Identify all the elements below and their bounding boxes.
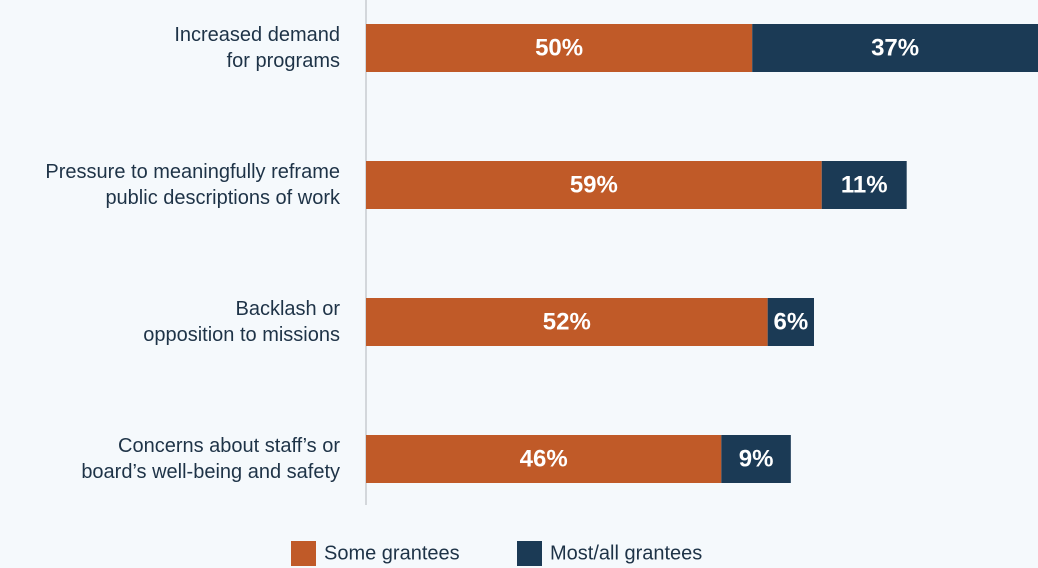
- value-label: 50%: [535, 34, 583, 61]
- bar-segment: [366, 435, 722, 483]
- bar-segment: [366, 161, 822, 209]
- legend-swatch: [291, 541, 316, 566]
- category-label: Concerns about staff’s or board’s well-b…: [81, 435, 340, 483]
- bar-segment: [366, 24, 753, 72]
- legend-swatch: [517, 541, 542, 566]
- category-label: Pressure to meaningfully reframe public …: [45, 161, 340, 209]
- bar-segment: [767, 298, 814, 346]
- value-label: 37%: [871, 34, 919, 61]
- bar-segment: [752, 24, 1038, 72]
- category-label: Backlash or opposition to missions: [143, 298, 340, 346]
- value-label: 46%: [520, 445, 568, 472]
- legend-label: Some grantees: [324, 542, 460, 564]
- category-label: Increased demand for programs: [174, 24, 340, 72]
- bar-segment: [721, 435, 791, 483]
- value-label: 11%: [841, 171, 888, 198]
- value-label: 59%: [570, 171, 618, 198]
- value-label: 6%: [773, 308, 808, 335]
- value-label: 9%: [739, 445, 774, 472]
- bar-segment: [366, 298, 768, 346]
- bar-segment: [821, 161, 907, 209]
- value-label: 52%: [543, 308, 591, 335]
- legend-label: Most/all grantees: [550, 542, 702, 564]
